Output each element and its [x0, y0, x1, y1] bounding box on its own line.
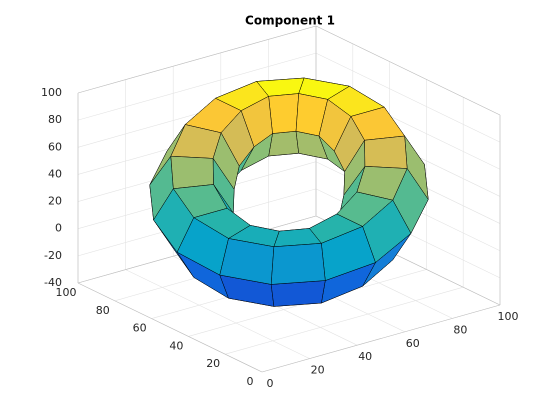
grid-line [77, 52, 317, 121]
axis-box [77, 25, 317, 94]
z-tick-label: 40 [48, 167, 62, 180]
z-tick-label: 60 [48, 140, 62, 153]
y-tick-label: 0 [247, 375, 254, 388]
y-tick-label: 60 [133, 322, 147, 335]
grid-line [225, 286, 464, 355]
x-tick-label: 0 [267, 377, 274, 390]
axis-box [261, 304, 501, 373]
y-tick-label: 20 [206, 357, 220, 370]
z-tick-label: -20 [44, 249, 62, 262]
y-tick-label: 100 [56, 286, 77, 299]
x-tick-label: 40 [358, 350, 372, 363]
z-tick-label: 100 [41, 86, 62, 99]
y-tick-label: 40 [169, 339, 183, 352]
x-tick-label: 20 [311, 364, 325, 377]
surface-patch [268, 130, 299, 157]
surface-patch [170, 155, 214, 190]
chart-title: Component 1 [245, 14, 335, 28]
surface-patch [270, 243, 326, 285]
z-tick-label: 80 [48, 113, 62, 126]
grid-line [315, 52, 501, 143]
z-tick-label: -40 [44, 276, 62, 289]
x-tick-label: 80 [453, 323, 467, 336]
axis-box [77, 282, 263, 373]
z-tick-label: 20 [48, 195, 62, 208]
surface-patch [364, 135, 408, 169]
x-tick-label: 100 [498, 310, 519, 323]
grid-line [125, 269, 310, 359]
surface-patch [268, 93, 299, 134]
x-tick-label: 60 [406, 337, 420, 350]
y-tick-label: 80 [96, 304, 110, 317]
surface-patch [270, 280, 326, 307]
z-tick-label: 0 [55, 222, 62, 235]
axis-box [315, 25, 501, 116]
